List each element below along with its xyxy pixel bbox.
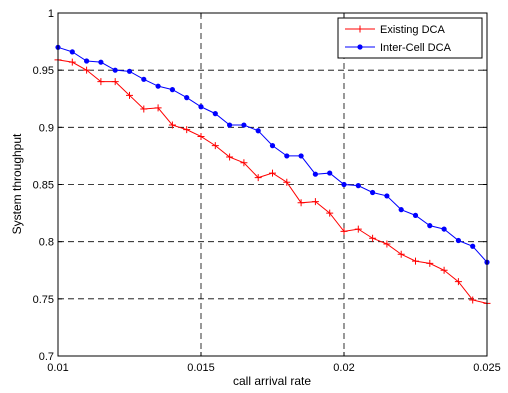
data-point (297, 199, 305, 207)
legend: Existing DCA Inter-Cell DCA (337, 17, 483, 59)
data-point (211, 142, 219, 150)
data-point (97, 78, 105, 86)
data-point (169, 87, 175, 93)
y-tick-label: 0.75 (33, 294, 54, 306)
data-point (311, 198, 319, 206)
data-point (298, 153, 304, 159)
data-point (226, 153, 234, 161)
data-point (198, 104, 204, 110)
data-point (241, 122, 247, 128)
data-point (227, 122, 233, 128)
data-point (112, 67, 118, 73)
y-tick-label: 0.85 (33, 180, 54, 192)
axis-ticks: 0.01 0.015 0.02 0.025 0.7 0.75 0.8 0.85 0.9 0.95 1 (33, 8, 501, 374)
data-point (140, 105, 148, 113)
data-point (455, 237, 461, 244)
data-point (454, 278, 462, 286)
data-point (427, 223, 433, 229)
data-point (84, 58, 90, 64)
data-point (412, 212, 419, 218)
legend-label: Inter-Cell DCA (380, 42, 452, 54)
data-point (284, 153, 290, 159)
series-2 (55, 44, 490, 265)
x-tick-label: 0.015 (187, 362, 215, 374)
data-point (68, 58, 76, 66)
data-point (327, 170, 333, 176)
data-point (154, 104, 162, 112)
data-point (369, 234, 377, 242)
data-point (283, 178, 291, 186)
data-point (126, 68, 133, 74)
y-tick-label: 0.9 (39, 122, 54, 134)
legend-item: Existing DCA (345, 24, 445, 36)
y-tick-label: 1 (48, 8, 54, 20)
data-point (168, 121, 176, 129)
y-tick-label: 0.7 (39, 351, 54, 363)
series-lines (54, 44, 491, 307)
series-1 (54, 56, 491, 307)
data-point (111, 78, 119, 86)
x-axis-label: call arrival rate (233, 374, 311, 388)
data-point (254, 174, 262, 182)
data-point (426, 259, 434, 267)
data-point (370, 189, 376, 196)
data-point (398, 207, 404, 213)
data-point (269, 169, 276, 177)
data-point (397, 250, 405, 258)
x-tick-label: 0.025 (473, 362, 501, 374)
data-point (312, 171, 318, 177)
data-point (384, 193, 390, 199)
data-point (83, 66, 91, 74)
data-point (155, 83, 161, 89)
data-point (469, 296, 477, 304)
data-point (340, 227, 348, 235)
x-tick-label: 0.01 (47, 362, 68, 374)
legend-marker (356, 25, 364, 33)
grid-lines (58, 13, 487, 356)
data-point (212, 111, 218, 117)
data-point (183, 126, 191, 134)
data-point (470, 243, 476, 249)
data-point (412, 257, 419, 265)
data-point (197, 132, 205, 140)
legend-box (337, 17, 483, 59)
y-tick-label: 0.8 (39, 237, 54, 249)
data-point (240, 159, 248, 167)
series-line (57, 46, 488, 263)
data-point (383, 240, 391, 248)
legend-label: Existing DCA (380, 24, 445, 36)
data-point (354, 225, 362, 233)
legend-marker (357, 44, 363, 50)
data-point (126, 91, 133, 99)
data-point (69, 49, 75, 55)
data-point (440, 266, 448, 274)
y-tick-label: 0.95 (33, 65, 54, 77)
data-point (355, 183, 361, 189)
data-point (184, 95, 190, 101)
legend-item: Inter-Cell DCA (345, 42, 452, 54)
y-axis-label: System throughput (10, 133, 24, 234)
x-tick-label: 0.02 (333, 362, 354, 374)
data-point (341, 181, 347, 188)
data-point (141, 76, 147, 82)
series-line (57, 59, 488, 304)
data-point (269, 143, 276, 149)
data-point (98, 59, 104, 65)
data-point (255, 128, 261, 134)
data-point (441, 226, 447, 232)
data-point (326, 209, 334, 217)
